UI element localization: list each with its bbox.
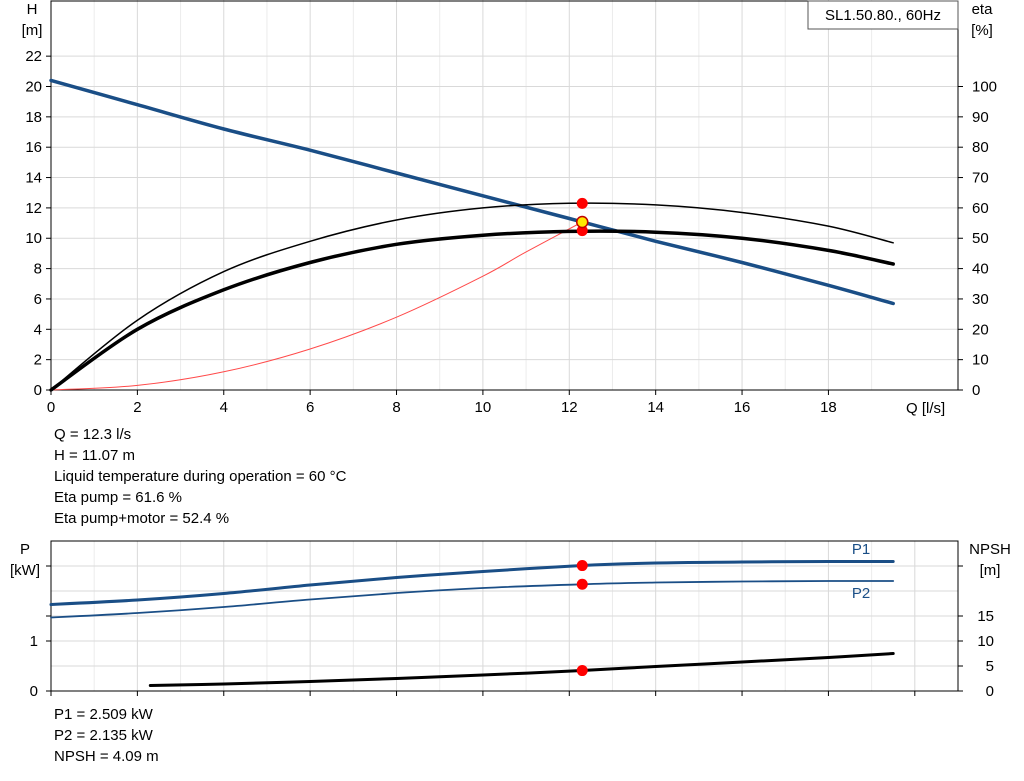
p1-series-label: P1 (852, 541, 870, 558)
x-tick-label: 16 (734, 399, 751, 416)
y-left-tick-label: 1 (30, 633, 38, 650)
x-tick-label: 14 (647, 399, 664, 416)
y-right-tick-label: 100 (972, 78, 997, 95)
y-left-axis-unit: [kW] (10, 562, 40, 579)
y-left-tick-label: 12 (25, 200, 42, 217)
y-left-tick-label: 10 (25, 230, 42, 247)
y-left-tick-label: 8 (34, 261, 42, 278)
p1-curve (49, 559, 895, 606)
plot-area (51, 541, 958, 691)
x-tick-label: 18 (820, 399, 837, 416)
operating-point-marker (576, 197, 588, 209)
y-right-tick-label: 10 (977, 633, 994, 650)
readout-eta-pump-motor: Eta pump+motor = 52.4 % (54, 510, 230, 527)
x-axis-label: Q [l/s] (906, 400, 945, 417)
y-left-tick-label: 2 (34, 352, 42, 369)
operating-point-marker (575, 215, 589, 229)
y-right-tick-label: 30 (972, 291, 989, 308)
pump-title: SL1.50.80., 60Hz (825, 7, 941, 24)
readout-head: H = 11.07 m (54, 447, 136, 464)
readout-p2: P2 = 2.135 kW (54, 727, 153, 744)
x-tick-label: 0 (47, 399, 55, 416)
y-left-tick-label: 4 (34, 321, 42, 338)
operating-point-readout: Q = 12.3 l/s H = 11.07 m Liquid temperat… (54, 424, 346, 529)
x-tick-label: 4 (220, 399, 228, 416)
readout-flow: Q = 12.3 l/s (54, 426, 132, 443)
x-tick-label: 6 (306, 399, 314, 416)
plot-frame (50, 540, 959, 692)
operating-point-marker (576, 225, 588, 237)
y-right-axis-unit: [%] (971, 22, 993, 39)
plot-frame (50, 0, 959, 391)
head-curve-max (50, 202, 894, 391)
y-left-tick-label: 18 (25, 109, 42, 126)
y-right-tick-label: 0 (972, 382, 980, 399)
npsh-curve (148, 652, 895, 687)
operating-point-marker (576, 665, 588, 677)
y-right-axis-label: NPSH (969, 541, 1011, 558)
y-right-tick-label: 5 (986, 658, 994, 675)
y-left-axis-label: H (27, 1, 38, 18)
x-tick-label: 8 (392, 399, 400, 416)
y-right-tick-label: 40 (972, 261, 989, 278)
y-left-tick-label: 22 (25, 48, 42, 65)
y-right-axis-unit: [m] (980, 562, 1001, 579)
readout-npsh: NPSH = 4.09 m (54, 748, 159, 765)
y-left-tick-label: 20 (25, 78, 42, 95)
y-right-tick-label: 10 (972, 352, 989, 369)
y-right-tick-label: 60 (972, 200, 989, 217)
readout-liquid-temperature: Liquid temperature during operation = 60… (54, 468, 347, 485)
operating-point-marker (576, 578, 588, 590)
y-right-tick-label: 90 (972, 109, 989, 126)
power-readout: P1 = 2.509 kW P2 = 2.135 kW NPSH = 4.09 … (54, 704, 159, 767)
y-left-tick-label: 0 (30, 683, 38, 700)
y-right-tick-label: 70 (972, 170, 989, 187)
y-left-tick-label: 6 (34, 291, 42, 308)
readout-eta-pump: Eta pump = 61.6 % (54, 489, 182, 506)
pump-title-box (807, 0, 959, 30)
y-left-tick-label: 14 (25, 170, 42, 187)
x-tick-label: 2 (133, 399, 141, 416)
x-tick-label: 10 (475, 399, 492, 416)
y-right-tick-label: 15 (977, 608, 994, 625)
y-left-tick-label: 0 (34, 382, 42, 399)
system-curve (49, 78, 895, 306)
y-right-tick-label: 20 (972, 321, 989, 338)
head-curve (49, 229, 895, 392)
y-right-axis-label: eta (972, 1, 994, 18)
efficiency-curve (50, 221, 583, 391)
y-right-tick-label: 50 (972, 230, 989, 247)
head-efficiency-chart: 0 2 4 6 8 10 12 14 16 18 0 2 4 6 8 10 12 14 16 18 20 22 0 10 20 3… (22, 0, 997, 417)
y-right-tick-label: 80 (972, 139, 989, 156)
p2-series-label: P2 (852, 585, 870, 602)
y-left-axis-label: P (20, 541, 30, 558)
p2-curve (50, 580, 895, 619)
x-tick-label: 12 (561, 399, 578, 416)
y-right-tick-label: 0 (986, 683, 994, 700)
y-left-tick-label: 16 (25, 139, 42, 156)
operating-point-marker (576, 560, 588, 572)
readout-p1: P1 = 2.509 kW (54, 706, 153, 723)
y-left-axis-unit: [m] (22, 22, 43, 39)
plot-area (51, 1, 958, 390)
